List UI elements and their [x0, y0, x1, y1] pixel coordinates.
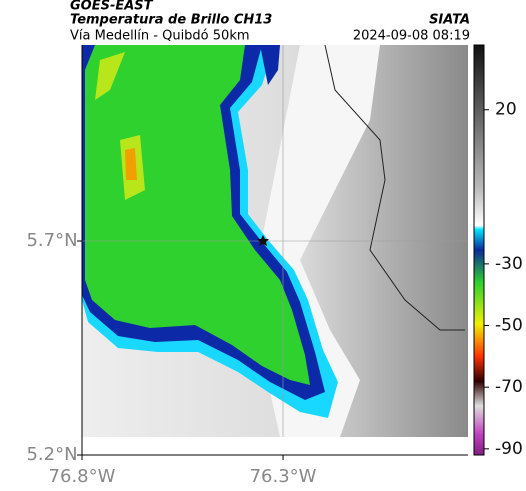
x-tick-label: 76.8°W — [49, 466, 116, 487]
title: Temperatura de Brillo CH13 — [70, 13, 272, 28]
colorbar-tick-label: 20 — [495, 100, 517, 120]
timestamp: 2024-09-08 08:19 — [353, 29, 470, 44]
y-tick-label: 5.2°N — [26, 444, 77, 465]
source: GOES-EAST — [70, 0, 154, 14]
colorbar-tick-label: -70 — [495, 377, 523, 397]
colorbar-tick-label: -50 — [495, 316, 523, 336]
satellite-image — [82, 45, 468, 437]
colorbar-tick-label: -30 — [495, 254, 523, 274]
subtitle: Vía Medellín - Quibdó 50km — [70, 29, 250, 44]
colorbar-tick-label: -90 — [495, 439, 523, 459]
brand: SIATA — [429, 13, 470, 28]
x-tick-label: 76.3°W — [250, 466, 317, 487]
colorbar — [473, 44, 485, 456]
y-tick-label: 5.7°N — [26, 230, 77, 251]
